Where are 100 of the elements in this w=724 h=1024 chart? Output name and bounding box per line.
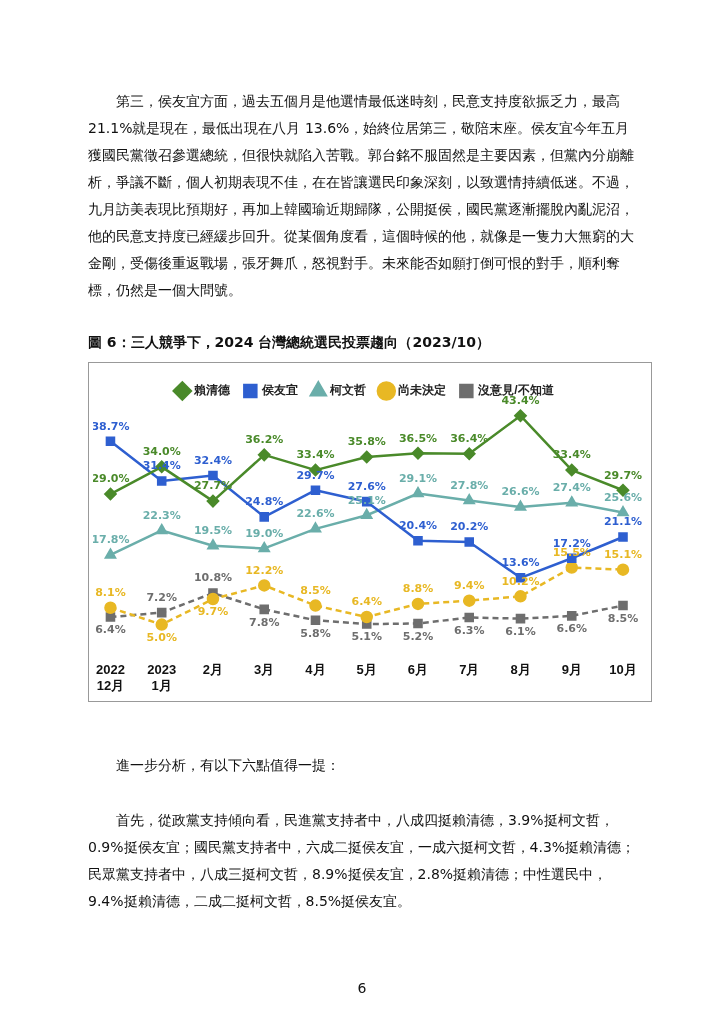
point [206,494,220,508]
data-label: 8.8% [402,582,434,596]
point [514,590,527,603]
point [104,487,117,501]
point [310,615,321,626]
data-label: 32.4% [193,453,233,467]
data-label: 7.8% [248,615,280,629]
data-label: 12.2% [245,563,284,577]
point [105,612,116,622]
point [412,487,424,498]
data-label: 8.1% [95,586,126,600]
data-label: 10.2% [501,574,540,588]
point [207,539,219,550]
data-label: 27.8% [450,478,489,492]
data-label: 27.4% [552,481,591,495]
point [105,436,116,447]
data-label: 10.8% [193,571,233,585]
data-label: 5.0% [146,630,177,644]
x-tick-label: 4月 [305,662,326,678]
x-tick-label: 2月 [202,662,224,678]
point [156,476,167,486]
point [258,542,270,553]
x-tick-label: 3月 [254,662,275,678]
data-label: 8.5% [607,611,639,625]
point [206,592,220,606]
data-label: 35.8% [347,435,386,449]
data-label: 20.4% [398,519,438,533]
data-label: 34.0% [142,445,181,459]
data-label: 5.8% [300,626,331,640]
data-label: 6.1% [505,624,536,638]
data-label: 5.2% [402,629,434,643]
legend-label: 柯文哲 [329,383,367,398]
data-label: 19.0% [245,526,284,540]
text: 第三，侯友宜方面，過去五個月是他選情最低迷時刻，民意支持度欲振乏力，最高21.1%就是現在，最低出現在八月 13.6%，始終位居第三，敬陪末座。侯友宜今年五月獲國民黨徵召參選總統，但很快就陷入苦戰。郭台銘不服固然是主要因素，但黨內分崩離析，爭議不斷，個人初期表現不佳，在在皆讓選民印象深刻，以致選情持續低迷。不過，九月訪美表現比預期好，再加上韓國瑜近期歸隊，公開挺侯，國民黨逐漸擺脫內亂泥沼，他的民意支持度已經緩步回升。從某個角度看，這個時候的他，就像是一隻力大無窮的大金剛，受傷後重返戰場，張牙舞爪，怒視對手。未來能否如願打倒可恨的對手，順利奪標，仍然是一個大問號。 [88,92,635,300]
point [617,506,629,517]
data-label: 33.4% [296,448,335,462]
point [618,600,628,611]
point [259,604,270,615]
point [360,610,373,624]
data-label: 25.6% [603,490,643,504]
data-label: 36.2% [245,433,284,447]
point [361,509,373,520]
data-label: 17.8% [91,533,130,547]
data-label: 7.2% [146,590,177,604]
data-label: 26.6% [501,485,540,499]
data-label: 6.4% [95,623,126,637]
data-label: 27.6% [347,480,386,494]
point [156,524,168,535]
point [462,447,476,461]
point [259,512,270,522]
point [514,409,527,422]
x-tick-label: 7月 [459,662,480,678]
data-label: 19.5% [193,524,233,538]
legend-label: 尚未決定 [398,383,447,398]
data-label: 36.4% [450,432,489,446]
data-label: 22.6% [296,507,335,521]
point [104,601,117,614]
point [257,579,271,592]
data-label: 6.3% [453,623,485,637]
point [309,599,322,612]
point [208,470,218,481]
chart-title: 圖 6：三人競爭下，2024 台灣總統選民投票趨向（2023/10） [88,334,491,352]
x-tick-label: 8月 [510,662,531,678]
data-label: 29.0% [91,472,130,486]
legend-label: 侯友宜 [261,383,299,398]
data-label: 6.4% [351,595,382,609]
data-label: 13.6% [501,556,540,570]
point [104,548,117,559]
point [616,563,630,576]
data-label: 36.5% [398,431,438,445]
point [464,612,475,623]
x-tick-label: 6月 [407,662,429,678]
data-label: 6.6% [556,622,587,636]
point [411,446,425,460]
data-label: 21.1% [603,515,643,529]
x-tick-label: 2023 1月 [147,662,177,693]
point [566,611,577,621]
point [155,618,168,631]
text: 6 [356,979,368,998]
point [360,450,373,464]
data-label: 22.3% [142,508,181,522]
text: 進一步分析，有以下六點值得一提： [115,756,341,775]
data-label: 15.1% [603,548,643,562]
point [413,536,423,546]
point [257,448,271,462]
point [156,607,167,618]
data-label: 20.2% [450,520,489,534]
point [514,500,527,511]
point [411,597,425,611]
data-label: 9.7% [197,605,229,619]
x-tick-label: 2022 12月 [96,662,125,693]
text: 首先，從政黨支持傾向看，民進黨支持者中，八成四挺賴清德，3.9%挺柯文哲，0.9%挺侯友宜；國民黨支持者中，六成二挺侯友宜，一成六挺柯文哲，4.3%挺賴清德；民眾黨支持者中，八成三挺柯文哲，8.9%挺侯友宜，2.8%挺賴清德；中性選民中，9.4%挺賴清德，二成二挺柯文哲，8.5%挺侯友宜。 [88,811,636,911]
data-label: 5.1% [351,630,382,644]
data-label: 29.1% [398,471,438,485]
point [310,485,321,496]
point [413,618,423,629]
point [515,613,526,624]
point [463,494,475,505]
point [462,594,476,607]
data-label: 29.7% [603,468,643,482]
